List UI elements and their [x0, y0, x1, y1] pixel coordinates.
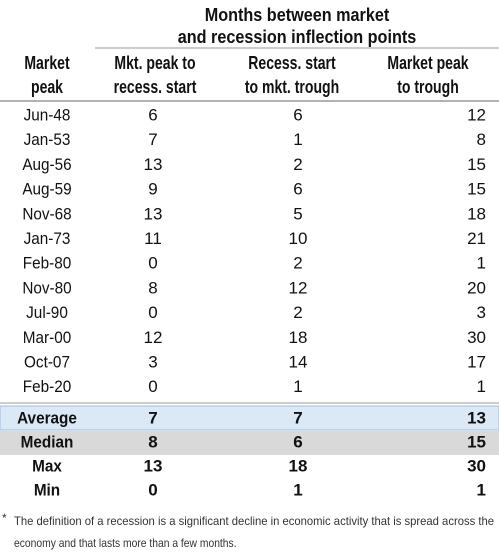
summary-cell: 1 — [293, 480, 302, 499]
summary-cell: 7 — [293, 408, 302, 427]
column-header: peak — [31, 77, 64, 97]
row-label: Aug-59 — [22, 180, 71, 199]
group-title: and recession inflection points — [178, 27, 417, 47]
cell: 2 — [293, 254, 302, 273]
summary-label: Median — [21, 432, 74, 451]
column-header: Market — [24, 53, 69, 73]
row-label: Aug-56 — [22, 155, 71, 174]
column-header: recess. start — [114, 77, 197, 97]
cell: 13 — [144, 155, 163, 174]
row-label: Jul-90 — [26, 303, 68, 322]
median-row-bg — [0, 431, 499, 455]
footnote-marker: * — [2, 511, 7, 525]
row-label: Nov-68 — [22, 204, 71, 223]
summary-cell: 15 — [467, 432, 486, 451]
row-label: Jan-73 — [24, 229, 71, 248]
cell: 15 — [467, 180, 486, 199]
cell: 1 — [477, 377, 486, 396]
cell: 30 — [467, 328, 486, 347]
cell: 8 — [477, 130, 486, 149]
cell: 3 — [477, 303, 486, 322]
cell: 7 — [148, 130, 157, 149]
cell: 18 — [289, 328, 308, 347]
summary-cell: 13 — [144, 456, 163, 475]
summary-cell: 13 — [467, 408, 486, 427]
row-label: Feb-80 — [23, 254, 71, 273]
cell: 2 — [293, 303, 302, 322]
cell: 6 — [293, 180, 302, 199]
cell: 6 — [148, 105, 157, 124]
cell: 13 — [144, 204, 163, 223]
cell: 3 — [148, 352, 157, 371]
summary-label: Min — [34, 480, 60, 499]
cell: 5 — [293, 204, 302, 223]
column-header: to trough — [397, 77, 459, 97]
cell: 12 — [289, 278, 308, 297]
row-label: Jun-48 — [24, 105, 71, 124]
cell: 15 — [467, 155, 486, 174]
footnote: economy and that lasts more than a few m… — [14, 536, 237, 550]
summary-cell: 7 — [148, 408, 157, 427]
cell: 1 — [477, 254, 486, 273]
cell: 9 — [148, 180, 157, 199]
column-header: Mkt. peak to — [114, 53, 195, 73]
row-label: Jan-53 — [24, 130, 71, 149]
group-title: Months between market — [205, 5, 390, 25]
row-label: Mar-00 — [23, 328, 71, 347]
summary-label: Max — [32, 456, 62, 475]
row-label: Nov-80 — [22, 278, 71, 297]
cell: 20 — [467, 278, 486, 297]
column-header: Market peak — [387, 53, 469, 73]
summary-cell: 8 — [148, 432, 157, 451]
cell: 11 — [144, 229, 162, 248]
cell: 0 — [148, 303, 157, 322]
cell: 14 — [289, 352, 308, 371]
cell: 21 — [467, 229, 486, 248]
cell: 0 — [148, 377, 157, 396]
cell: 1 — [293, 377, 302, 396]
column-header: Recess. start — [248, 53, 335, 73]
summary-cell: 1 — [477, 480, 486, 499]
summary-cell: 30 — [467, 456, 486, 475]
row-label: Feb-20 — [23, 377, 71, 396]
footnote: The definition of a recession is a signi… — [14, 514, 494, 528]
average-row-bg — [0, 405, 499, 431]
summary-cell: 6 — [293, 432, 302, 451]
cell: 8 — [148, 278, 157, 297]
row-label: Oct-07 — [24, 352, 70, 371]
cell: 10 — [289, 229, 308, 248]
cell: 0 — [148, 254, 157, 273]
cell: 18 — [467, 204, 486, 223]
cell: 6 — [293, 105, 302, 124]
column-header: to mkt. trough — [245, 77, 339, 97]
summary-cell: 18 — [289, 456, 308, 475]
summary-cell: 0 — [148, 480, 157, 499]
cell: 12 — [467, 105, 486, 124]
cell: 1 — [293, 130, 302, 149]
cell: 12 — [144, 328, 163, 347]
cell: 17 — [467, 352, 486, 371]
summary-label: Average — [17, 408, 77, 427]
cell: 2 — [293, 155, 302, 174]
